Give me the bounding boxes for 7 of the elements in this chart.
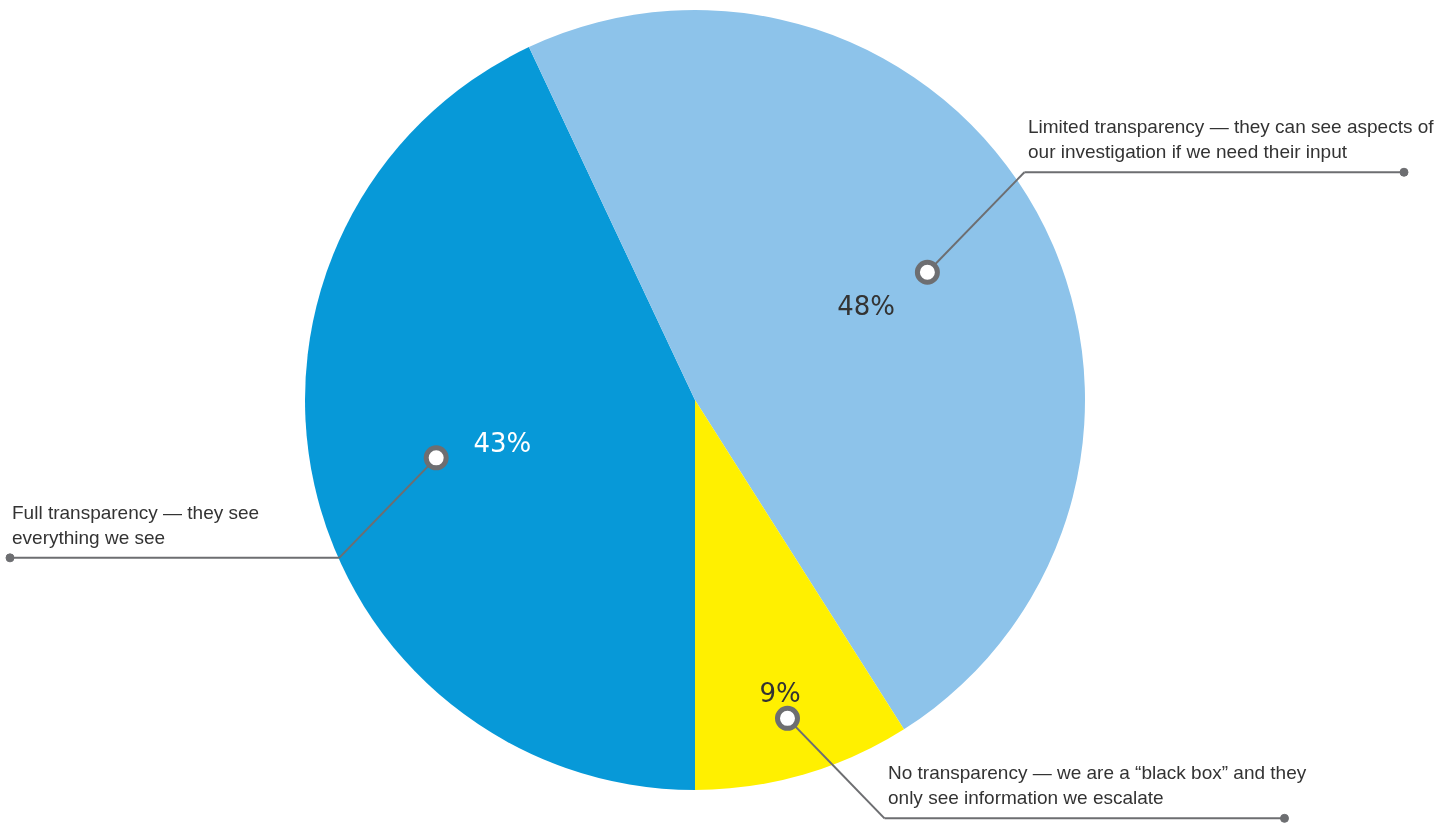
data-label: 43%: [473, 428, 532, 459]
data-label: 48%: [837, 290, 895, 321]
data-label: 9%: [759, 677, 801, 708]
pie-slice: [305, 47, 695, 790]
slice-label: No transparency — we are a “black box” and they only see information we escalate: [888, 762, 1307, 808]
slice-label: Full transparency — they see everything we see: [12, 502, 260, 548]
slice-label: Limited transparency — they can see aspects of our investigation if we need their input: [1028, 116, 1435, 162]
